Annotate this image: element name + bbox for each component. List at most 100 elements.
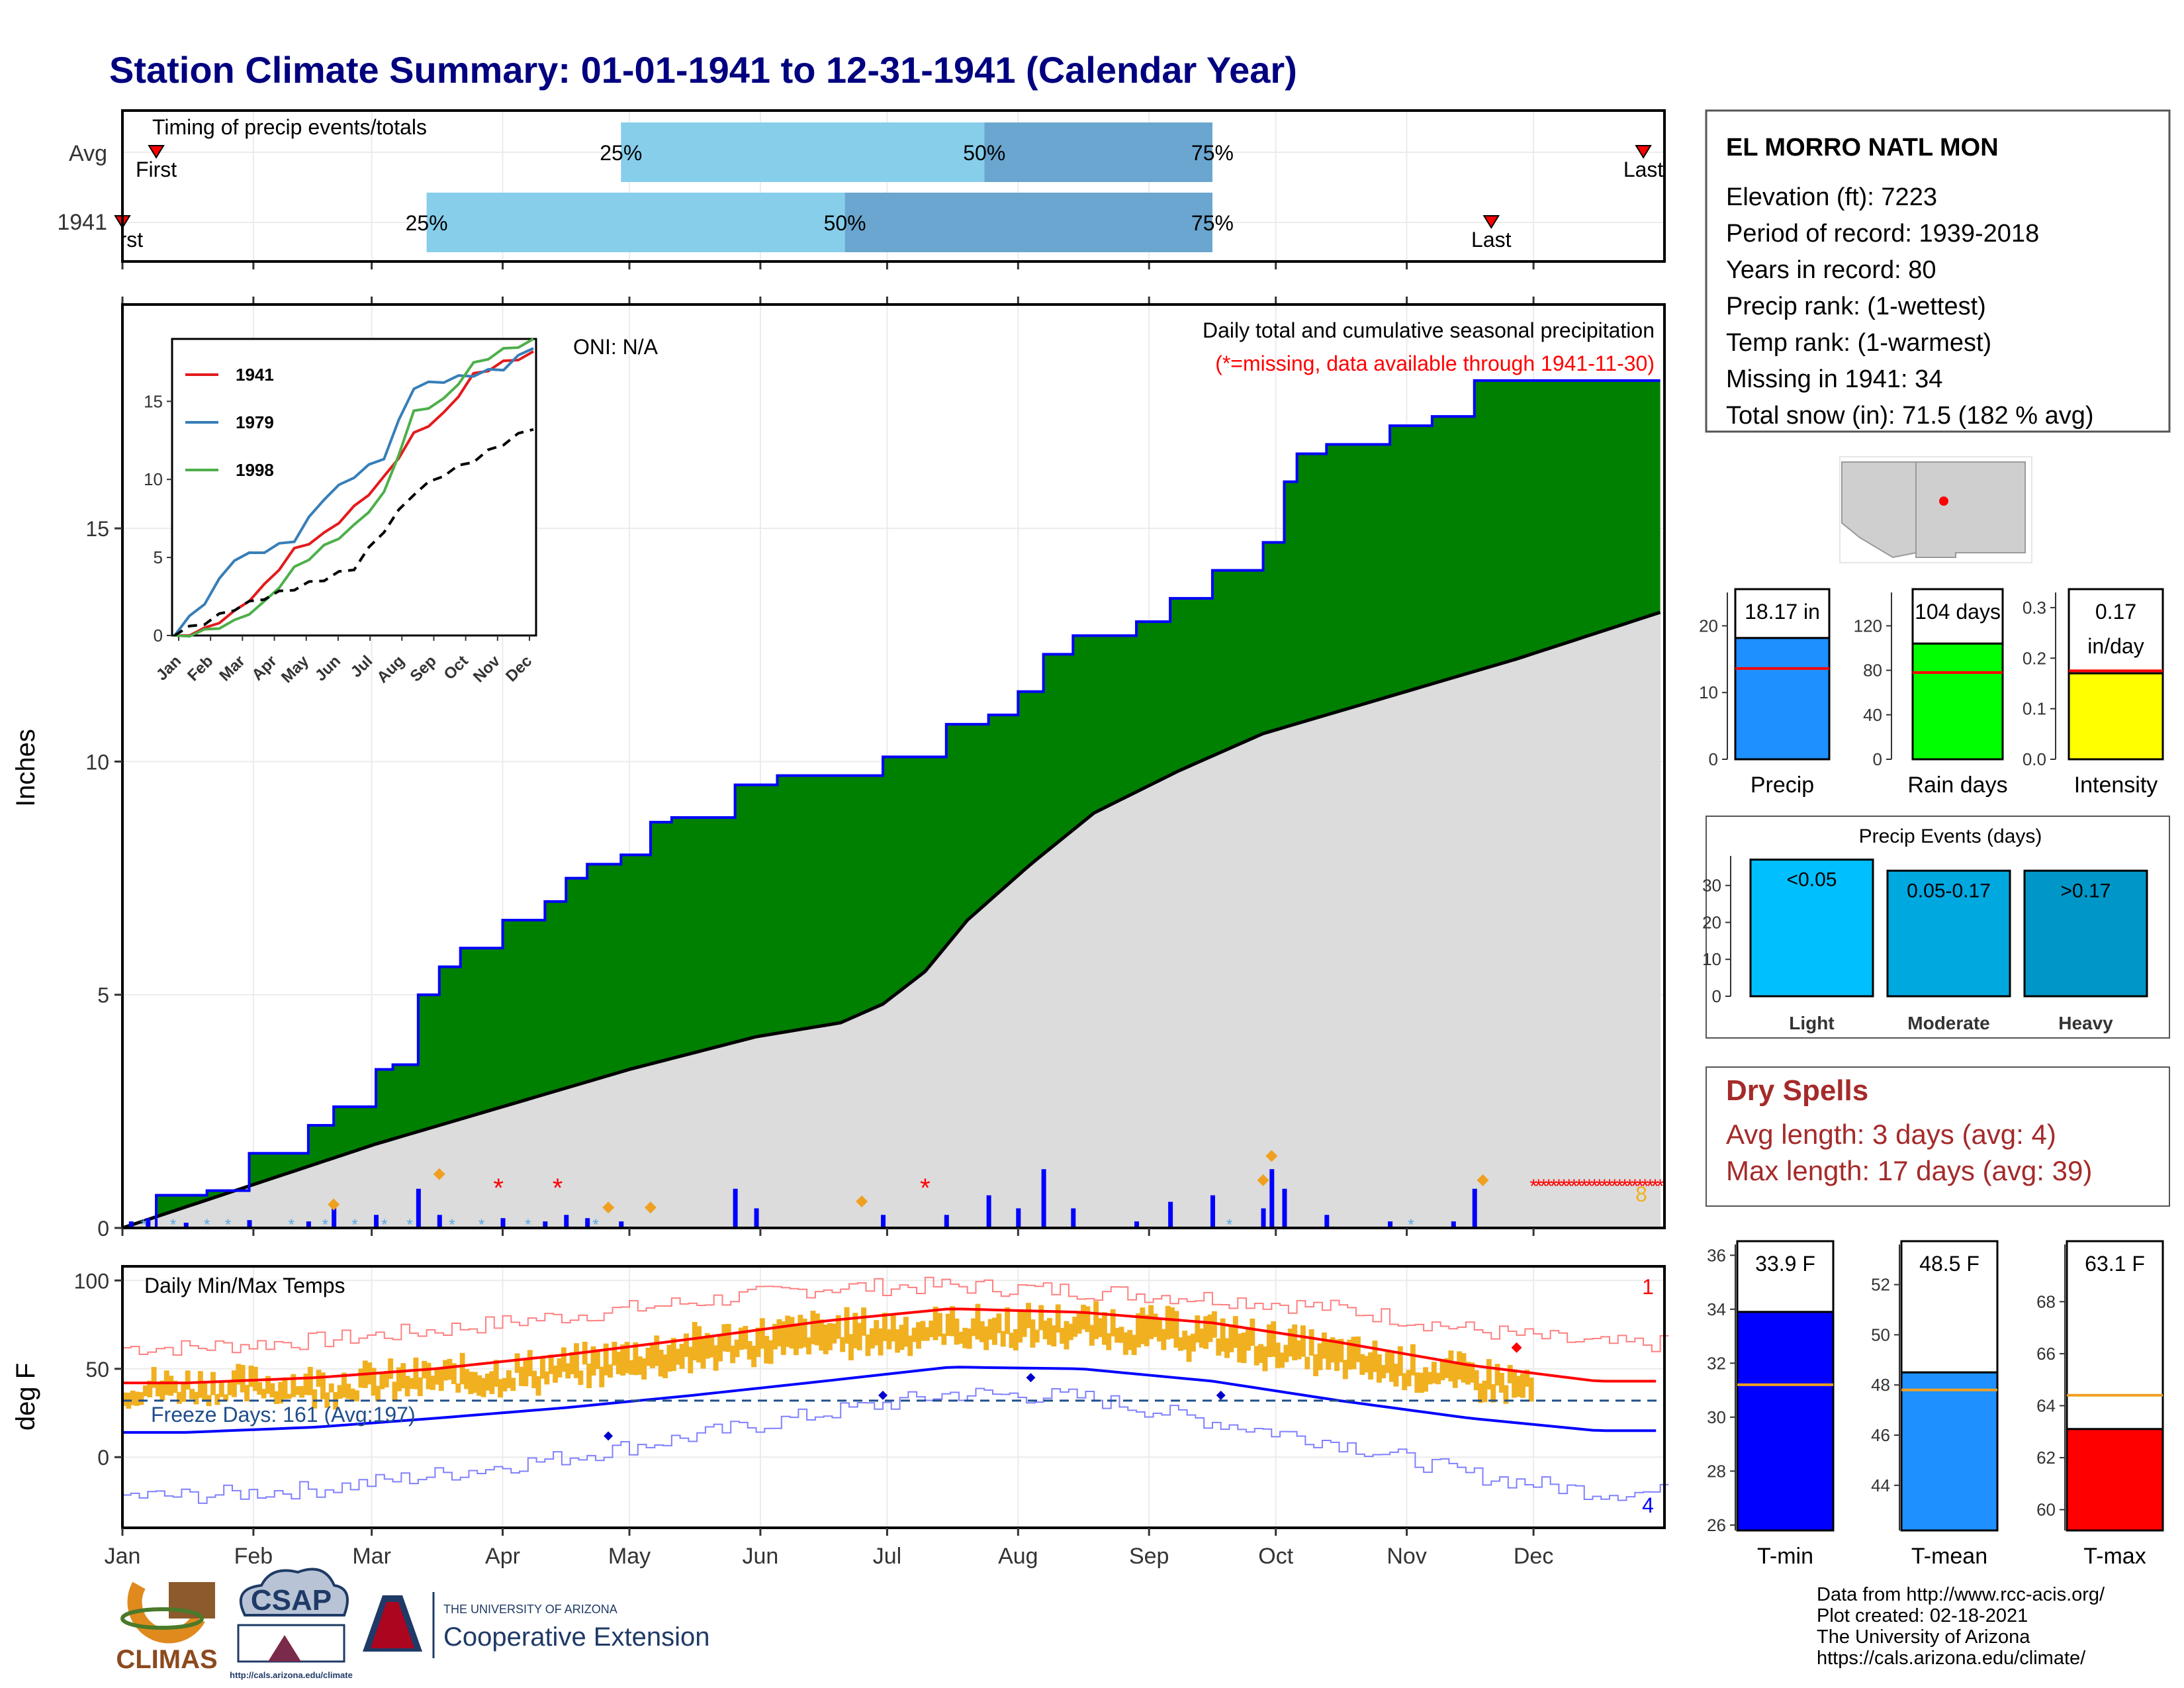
daily-temp-range-bar <box>675 1348 681 1365</box>
daily-temp-range-bar <box>574 1343 579 1378</box>
daily-temp-range-bar <box>1512 1369 1518 1398</box>
daily-temp-range-bar <box>480 1378 486 1397</box>
timing-bar-25-50 <box>426 193 845 252</box>
daily-temp-range-bar <box>417 1377 423 1397</box>
first-event-marker-icon <box>148 145 165 159</box>
cumulative-precip-line-1941 <box>122 379 1661 1229</box>
mini-y-tick-label: 26 <box>1707 1515 1726 1535</box>
missing-day-marker-icon: * <box>1615 1176 1623 1197</box>
daily-temp-range-bar <box>612 1341 617 1366</box>
daily-precip-bar <box>619 1221 624 1228</box>
precip-caption: Daily total and cumulative seasonal prec… <box>1203 318 1655 342</box>
daily-temp-range-bar <box>147 1380 153 1397</box>
daily-temp-range-bar <box>827 1323 833 1350</box>
daily-temp-range-bar <box>1081 1304 1086 1330</box>
daily-temp-range-bar <box>624 1342 630 1374</box>
precip-y-tick-label: 5 <box>97 984 109 1008</box>
missing-day-marker-icon: * <box>1555 1176 1563 1197</box>
daily-temp-range-bar <box>185 1370 191 1390</box>
dry-spells-title: Dry Spells <box>1726 1074 1868 1107</box>
daily-temp-range-bar <box>721 1324 727 1352</box>
daily-temp-range-bar <box>484 1374 490 1391</box>
daily-precip-bar <box>332 1208 337 1228</box>
daily-temp-range-bar <box>1097 1318 1103 1337</box>
csap-mountain-icon <box>268 1635 301 1662</box>
daily-temp-range-bar <box>590 1346 596 1376</box>
missing-day-marker-icon: * <box>1535 1176 1543 1197</box>
daily-temp-range-bar <box>1068 1323 1073 1340</box>
daily-temp-range-bar <box>1000 1331 1006 1347</box>
daily-temp-range-bar <box>1072 1317 1078 1337</box>
daily-temp-range-bar <box>654 1335 660 1366</box>
daily-temp-range-bar <box>950 1306 956 1336</box>
mini-y-tick-label: 20 <box>1699 616 1718 635</box>
daily-precip-bar <box>1071 1208 1076 1228</box>
daily-temp-range-bar <box>1156 1319 1162 1342</box>
daily-temp-range-bar <box>307 1366 313 1395</box>
daily-temp-range-bar <box>835 1315 841 1339</box>
mini-y-tick-label: 52 <box>1871 1275 1890 1295</box>
daily-temp-range-bar <box>1026 1303 1031 1329</box>
temperature-frame <box>121 1265 1666 1529</box>
daily-temp-range-bar <box>649 1342 655 1368</box>
daily-temp-range-bar <box>1253 1346 1259 1366</box>
missing-day-marker-icon: * <box>1529 1176 1537 1197</box>
record-max-line <box>122 1276 1669 1356</box>
daily-temp-range-bar <box>1182 1331 1188 1350</box>
record-daily-diamond-icon <box>1257 1174 1269 1186</box>
daily-temp-range-bar <box>324 1392 330 1408</box>
mini-category-label: Precip <box>1751 773 1814 798</box>
daily-precip-bar <box>1472 1188 1477 1228</box>
daily-temp-range-bar <box>531 1370 537 1389</box>
mini-value-label: in/day <box>2087 634 2144 658</box>
csap-logo-text: CSAP <box>251 1584 332 1617</box>
daily-temp-range-bar <box>1144 1315 1150 1346</box>
daily-temp-range-bar <box>937 1313 942 1336</box>
mini-y-tick-label: 0.3 <box>2023 598 2046 618</box>
csap-cloud-icon <box>239 1568 349 1617</box>
month-tick-label: Feb <box>234 1544 273 1569</box>
daily-temp-range-bar <box>142 1385 148 1397</box>
daily-precip-bar <box>1451 1221 1456 1228</box>
daily-temp-range-bar <box>1136 1313 1141 1348</box>
inset-series-line <box>173 347 534 637</box>
daily-temp-range-bar <box>561 1347 567 1372</box>
snow-day-marker-icon: * <box>204 1216 210 1234</box>
daily-temp-range-bar <box>1406 1370 1412 1387</box>
daily-temp-range-bar <box>1486 1359 1492 1390</box>
daily-temp-range-bar <box>780 1321 786 1355</box>
daily-temp-range-bar <box>557 1358 563 1378</box>
daily-temp-range-bar <box>468 1372 474 1395</box>
mini-y-tick-label: 50 <box>1871 1325 1890 1344</box>
inset-series-line <box>173 428 534 637</box>
record-low-diamond-icon <box>1026 1373 1036 1383</box>
snow-day-marker-icon: * <box>592 1216 598 1234</box>
mini-y-tick-label: 0.2 <box>2023 648 2046 668</box>
daily-temp-range-bar <box>608 1364 613 1378</box>
daily-temp-range-bar <box>426 1362 432 1389</box>
daily-temp-range-bar <box>151 1367 157 1388</box>
temperature-y-axis-label: deg F <box>11 1363 40 1430</box>
station-line: Years in record: 80 <box>1726 256 1936 284</box>
daily-temp-range-bar <box>1013 1329 1019 1351</box>
daily-temp-range-bar <box>1410 1344 1416 1376</box>
daily-temp-range-bar <box>1165 1305 1171 1340</box>
inset-y-tick-label: 10 <box>144 469 163 489</box>
month-tick-label: Jan <box>105 1544 141 1569</box>
last-event-label: Last <box>1623 158 1664 181</box>
daily-temp-range-bar <box>670 1338 676 1372</box>
daily-temp-range-bar <box>159 1380 165 1401</box>
precip-y-tick-label: 0 <box>97 1217 109 1241</box>
dry-spells-max: Max length: 17 days (avg: 39) <box>1726 1155 2092 1186</box>
daily-precip-bar <box>1016 1208 1021 1228</box>
daily-precip-bar <box>585 1218 590 1228</box>
daily-temp-range-bar <box>920 1321 926 1341</box>
daily-temp-range-bar <box>1326 1341 1332 1370</box>
mini-label-box <box>1900 1240 1999 1374</box>
missing-day-marker-icon: * <box>1641 1176 1649 1197</box>
daily-temp-range-bar <box>156 1383 161 1397</box>
daily-temp-range-bar <box>1304 1356 1310 1370</box>
daily-temp-range-bar <box>1439 1361 1445 1381</box>
daily-temp-range-bar <box>1414 1372 1420 1393</box>
daily-temp-range-bar <box>730 1345 736 1364</box>
